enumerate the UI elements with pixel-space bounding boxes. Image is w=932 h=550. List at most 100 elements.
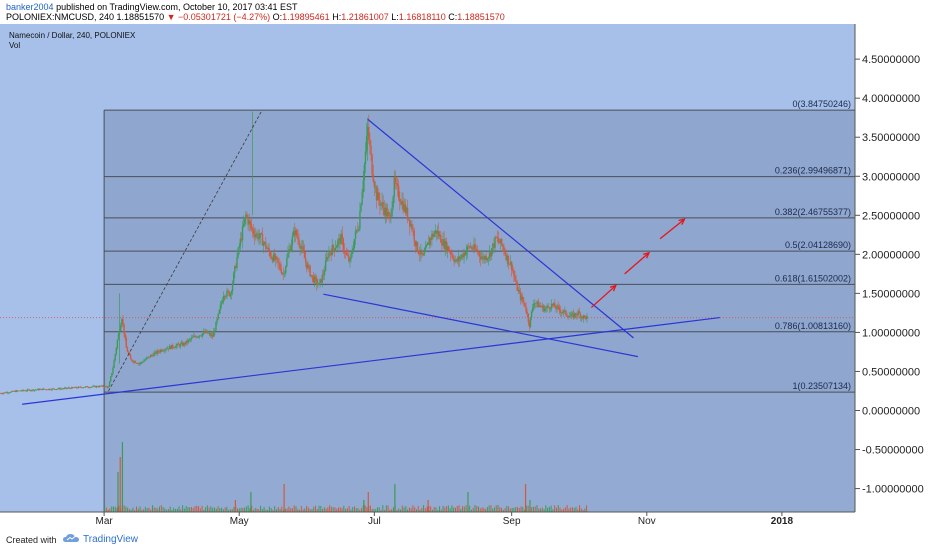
volume-bar bbox=[307, 507, 309, 512]
volume-bar bbox=[527, 505, 529, 512]
candle-body bbox=[557, 305, 559, 307]
volume-bar bbox=[408, 507, 410, 512]
trendline-dashed-impulse[interactable] bbox=[108, 111, 262, 392]
volume-bar bbox=[499, 507, 501, 512]
candle-body bbox=[359, 211, 361, 229]
trendline-support-rising[interactable] bbox=[22, 316, 720, 405]
candle-body bbox=[231, 282, 234, 292]
volume-bar bbox=[437, 509, 439, 512]
volume-bar bbox=[513, 508, 515, 512]
volume-bar bbox=[293, 505, 295, 512]
volume-bar bbox=[357, 508, 359, 512]
chart-area[interactable]: 0(3.84750246) 0.236(2.99496871) 0.382(2.46… bbox=[0, 24, 932, 527]
price-tick-label: -1.00000000 bbox=[862, 484, 924, 496]
candle-body bbox=[450, 251, 452, 255]
price-tick-label: 0.00000000 bbox=[862, 405, 920, 417]
volume-bar bbox=[322, 508, 324, 512]
candle-body bbox=[1, 393, 3, 395]
volume-bar bbox=[281, 506, 283, 512]
candle-body bbox=[370, 145, 372, 155]
candle-body bbox=[324, 260, 327, 272]
chart-title: Namecoin / Dollar, 240, POLONIEX bbox=[9, 31, 136, 40]
candle-body bbox=[164, 349, 166, 351]
volume-bar bbox=[396, 509, 398, 512]
candle-body bbox=[577, 310, 579, 316]
volume-bar bbox=[173, 507, 175, 512]
volume-bar bbox=[401, 505, 403, 512]
open-label: O: bbox=[272, 12, 283, 22]
candle-body bbox=[392, 196, 394, 208]
candle-body bbox=[491, 248, 493, 257]
candle-body bbox=[182, 342, 184, 346]
price-chart[interactable]: 0(3.84750246) 0.236(2.99496871) 0.382(2.46… bbox=[0, 24, 932, 527]
volume-bar bbox=[194, 506, 196, 512]
candle-body bbox=[534, 303, 536, 304]
candle-body bbox=[505, 254, 507, 260]
volume-bar bbox=[493, 507, 495, 512]
candle-body bbox=[493, 243, 495, 248]
volume-bar bbox=[189, 507, 191, 512]
tradingview-brand[interactable]: TradingView bbox=[83, 534, 139, 545]
volume-bar bbox=[536, 505, 538, 512]
candle-body bbox=[453, 258, 455, 262]
volume-bar bbox=[426, 506, 428, 512]
volume-bar bbox=[221, 507, 223, 512]
time-tick-label: 2018 bbox=[771, 516, 794, 527]
candle-body bbox=[36, 388, 39, 390]
candle-body bbox=[62, 388, 64, 390]
candle-body bbox=[39, 389, 41, 391]
candle-body bbox=[434, 230, 436, 234]
volume-bar bbox=[366, 507, 368, 512]
candle-body bbox=[77, 386, 80, 388]
fib-level-label: 0.382(2.46755377) bbox=[775, 207, 851, 217]
volume-bar bbox=[151, 505, 153, 512]
volume-bar bbox=[127, 507, 129, 512]
candle-body bbox=[10, 391, 12, 393]
volume-bar bbox=[150, 509, 152, 512]
candle-body bbox=[483, 256, 485, 260]
projection-arrowhead bbox=[678, 218, 686, 225]
candle-body bbox=[210, 334, 213, 336]
projection-arrow[interactable] bbox=[624, 252, 650, 275]
candle-body bbox=[219, 304, 222, 310]
volume-bar bbox=[311, 509, 313, 512]
candle-body bbox=[292, 230, 295, 237]
candle-body bbox=[559, 309, 562, 313]
candle-body bbox=[128, 353, 131, 356]
candle-body bbox=[554, 303, 556, 308]
price-tick-label: -0.50000000 bbox=[862, 445, 924, 457]
candle-body bbox=[402, 200, 404, 211]
candle-body bbox=[560, 312, 563, 313]
projection-arrow[interactable] bbox=[659, 218, 685, 240]
candle-body bbox=[263, 242, 266, 243]
candle-body bbox=[244, 217, 246, 224]
volume-bar bbox=[346, 508, 348, 512]
volume-bar bbox=[564, 507, 566, 512]
candle-body bbox=[84, 386, 86, 388]
candle-body bbox=[91, 386, 93, 388]
volume-bar bbox=[178, 506, 180, 512]
candle-body bbox=[180, 342, 183, 344]
volume-bar bbox=[495, 505, 497, 512]
candle-body bbox=[413, 230, 415, 241]
candle-body bbox=[100, 385, 102, 387]
candle-body bbox=[463, 252, 465, 258]
projection-arrow[interactable] bbox=[590, 285, 617, 308]
volume-bar bbox=[219, 508, 221, 512]
candle-body bbox=[293, 230, 296, 236]
candle-body bbox=[155, 351, 157, 354]
volume-bar bbox=[238, 508, 240, 512]
candle-body bbox=[458, 256, 461, 260]
candle-body bbox=[322, 274, 325, 276]
trendline-wedge-upper[interactable] bbox=[367, 118, 634, 339]
author-link[interactable]: banker2004 bbox=[6, 2, 54, 12]
volume-bar bbox=[433, 506, 435, 512]
candle-body bbox=[179, 343, 182, 347]
trendline-wedge-lower[interactable] bbox=[323, 293, 639, 358]
volume-bar bbox=[446, 506, 448, 512]
volume-bar bbox=[531, 507, 533, 512]
candle-body bbox=[473, 244, 475, 250]
candle-body bbox=[586, 315, 588, 320]
candle-body bbox=[188, 339, 191, 340]
candle-body bbox=[110, 376, 112, 382]
